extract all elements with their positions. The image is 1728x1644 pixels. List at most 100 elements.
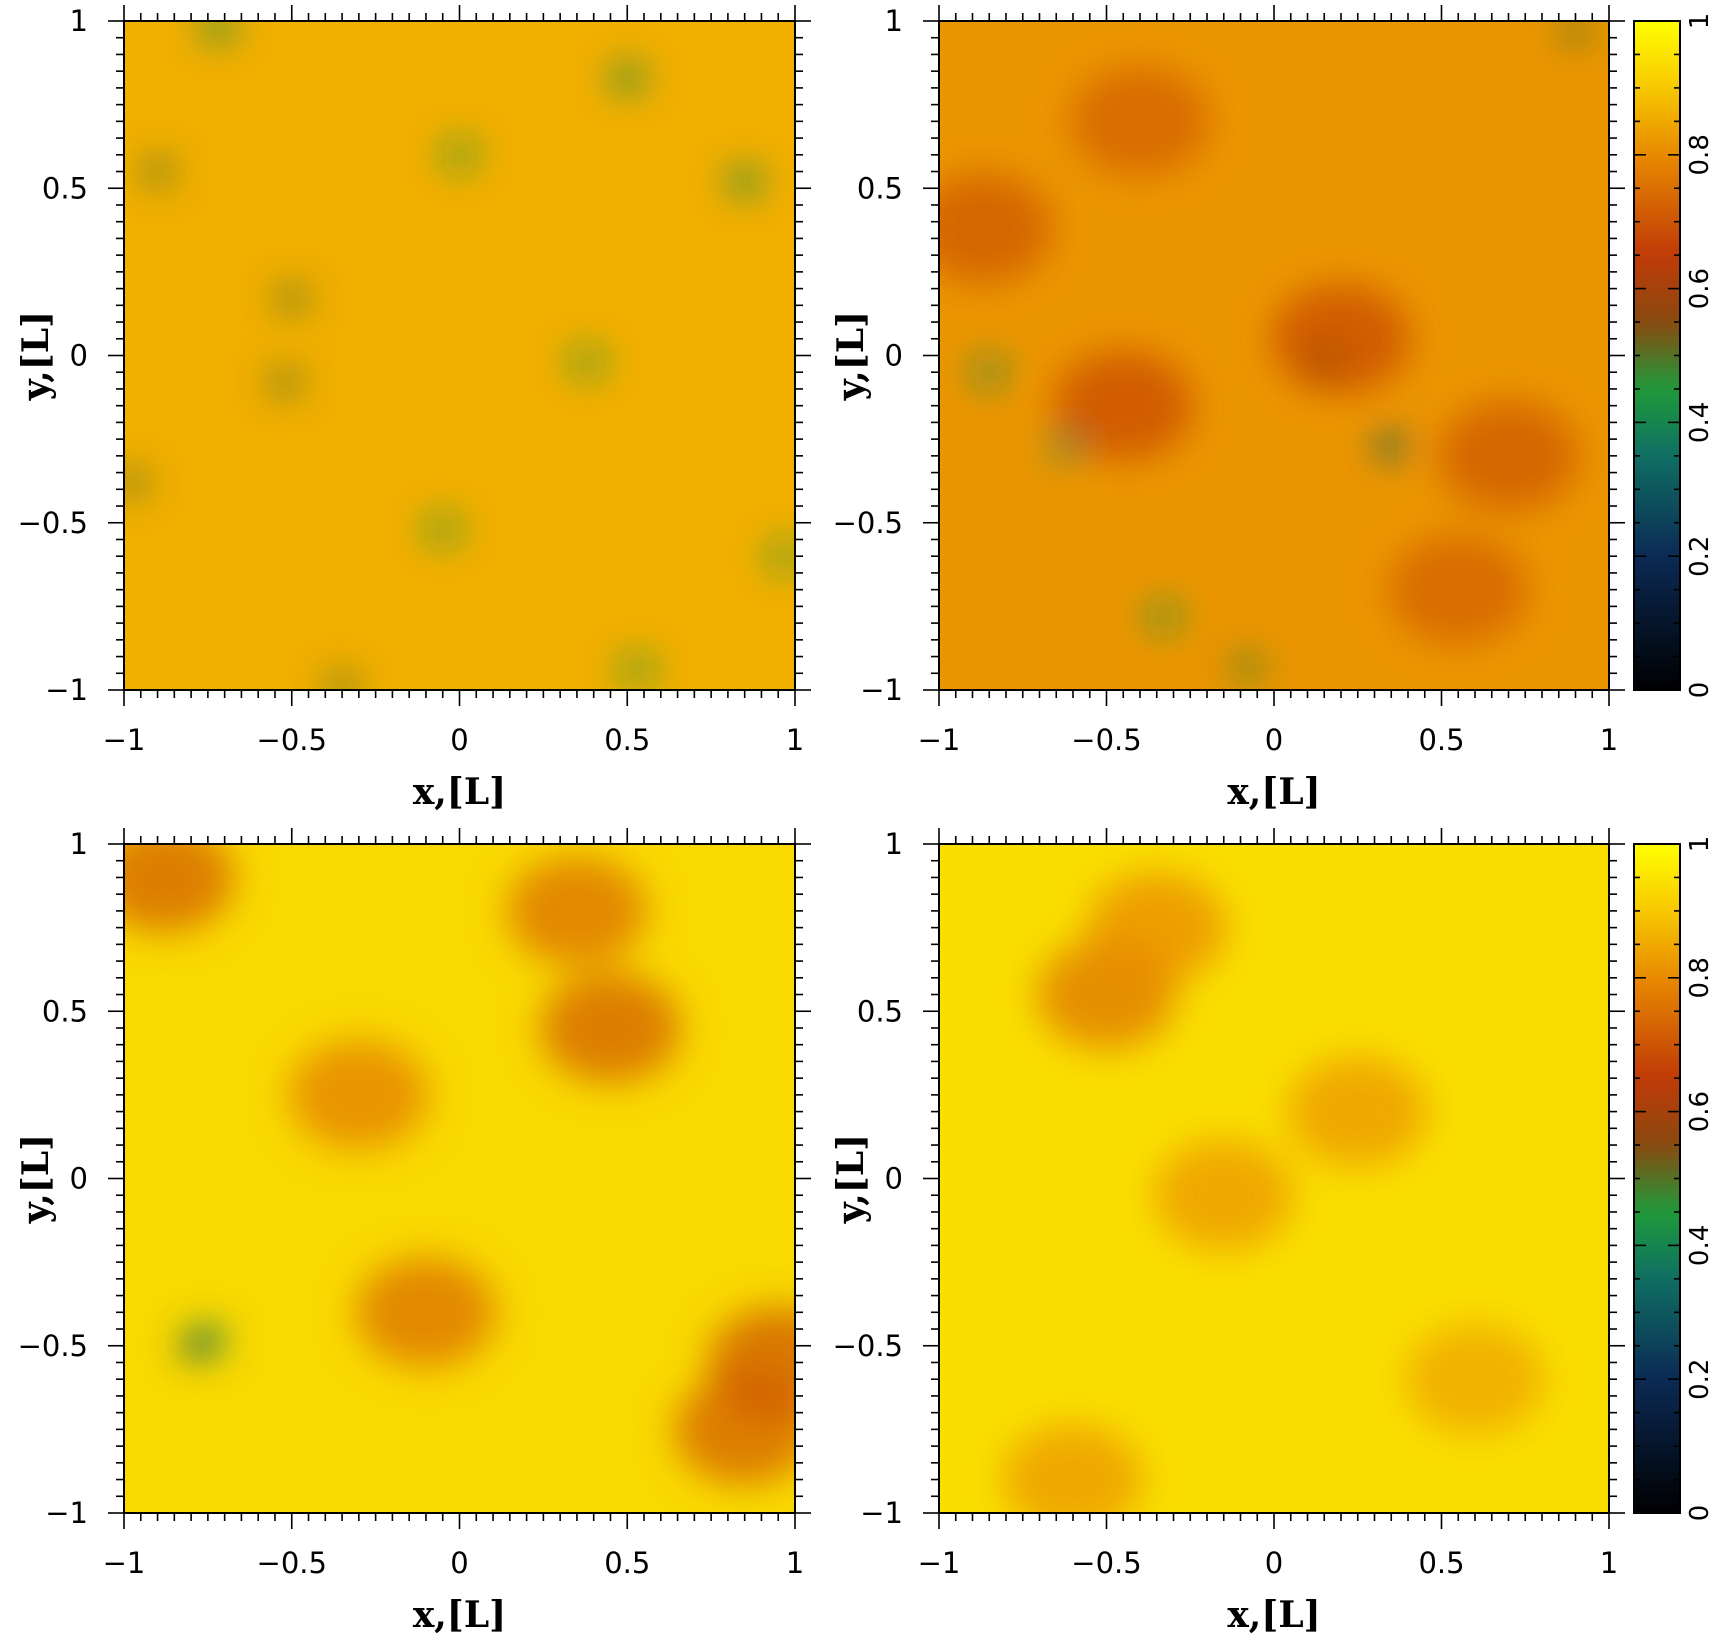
panel-top-left: −1 −1 −0.5 −0.5 0 0 0.5 0.5 1 1 x,[L] y,[L] xyxy=(15,4,811,813)
x-tick-label: 0.5 xyxy=(1418,1546,1464,1580)
x-tick-label: −1 xyxy=(918,723,961,757)
heatmap-feature-11 xyxy=(621,657,654,682)
bottom-colorbar: 0 0.2 0.4 0.6 0.8 1 xyxy=(1633,836,1715,1522)
panel-top-right: −1 −1 −0.5 −0.5 0 0 0.5 0.5 1 1 x,[L] y,[L] xyxy=(830,4,1625,813)
x-tick-label: 0.5 xyxy=(604,723,650,757)
heatmap-feature-0 xyxy=(201,21,234,40)
heatmap-feature-10 xyxy=(1231,654,1264,679)
colorbar-tick-label: 0 xyxy=(1685,1505,1715,1522)
heatmap-feature-1 xyxy=(1086,872,1227,983)
heatmap-feature-12 xyxy=(1308,350,1341,375)
heatmap-feature-2 xyxy=(1271,283,1411,394)
heatmap-feature-0 xyxy=(939,173,1053,284)
x-tick-label: 0 xyxy=(450,1546,468,1580)
x-tick-label: −0.5 xyxy=(257,1546,327,1580)
x-axis-label: x,[L] xyxy=(413,1594,506,1636)
colorbar-tick-label: 0.6 xyxy=(1685,268,1715,309)
heatmap-feature-7 xyxy=(506,855,647,966)
colorbar-tick-label: 0.2 xyxy=(1685,536,1715,577)
y-axis-label: y,[L] xyxy=(15,311,57,401)
heatmap-feature-8 xyxy=(1375,433,1408,458)
x-tick-label: 1 xyxy=(1600,1546,1618,1580)
x-tick-label: −0.5 xyxy=(1071,723,1141,757)
heatmap-field xyxy=(939,844,1609,1513)
heatmap-feature-1 xyxy=(1053,350,1194,461)
x-tick-label: 1 xyxy=(786,1546,804,1580)
y-tick-label: 0 xyxy=(885,1162,903,1196)
x-tick-label: −0.5 xyxy=(257,723,327,757)
heatmap-feature-4 xyxy=(1405,1324,1545,1435)
heatmap-field xyxy=(939,21,1609,690)
y-tick-label: −1 xyxy=(860,673,903,707)
y-tick-label: 0.5 xyxy=(857,171,903,205)
heatmap-feature-3 xyxy=(443,142,476,167)
y-tick-label: −0.5 xyxy=(833,1329,903,1363)
heatmap-feature-4 xyxy=(1070,66,1210,177)
y-tick-label: −0.5 xyxy=(833,506,903,540)
panel-bottom-left: −1 −1 −0.5 −0.5 0 0 0.5 0.5 1 1 x,[L] y,[L] xyxy=(15,827,811,1636)
heatmap-feature-5 xyxy=(275,286,308,311)
heatmap-field xyxy=(124,21,795,690)
x-tick-label: 1 xyxy=(1600,723,1618,757)
heatmap-feature-3 xyxy=(1438,400,1579,511)
heatmap-background xyxy=(124,21,795,690)
heatmap-feature-6 xyxy=(973,360,1006,385)
x-tick-label: 0 xyxy=(1265,1546,1283,1580)
y-tick-label: 0 xyxy=(70,1162,88,1196)
y-tick-label: 0.5 xyxy=(42,994,88,1028)
y-tick-label: −0.5 xyxy=(18,506,88,540)
y-tick-label: −1 xyxy=(860,1496,903,1530)
heatmap-feature-9 xyxy=(1147,604,1180,629)
y-axis-label: y,[L] xyxy=(15,1134,57,1224)
heatmap-feature-5 xyxy=(1388,534,1529,645)
x-tick-label: −1 xyxy=(103,1546,146,1580)
heatmap-feature-3 xyxy=(540,972,681,1083)
y-tick-label: 1 xyxy=(70,827,88,861)
colorbar-tick-label: 0.6 xyxy=(1685,1091,1715,1132)
y-tick-label: −1 xyxy=(45,673,88,707)
heatmap-feature-8 xyxy=(288,1039,429,1150)
heatmap-feature-2 xyxy=(141,159,174,184)
heatmap-feature-4 xyxy=(728,169,761,194)
heatmap-feature-9 xyxy=(426,517,459,542)
heatmap-feature-11 xyxy=(1559,21,1592,44)
colorbar-gradient xyxy=(1633,20,1681,691)
y-axis-label: y,[L] xyxy=(830,1134,872,1224)
colorbar-tick-label: 0.8 xyxy=(1685,134,1715,175)
y-tick-label: 1 xyxy=(885,827,903,861)
colorbar-tick-label: 0.4 xyxy=(1685,1225,1715,1266)
colorbar-tick-label: 0.8 xyxy=(1685,957,1715,998)
y-tick-label: −1 xyxy=(45,1496,88,1530)
heatmap-feature-5 xyxy=(1153,1140,1294,1251)
heatmap-feature-10 xyxy=(768,544,795,569)
colorbar-tick-label: 1 xyxy=(1685,13,1715,30)
heatmap-feature-3 xyxy=(1003,1424,1143,1513)
x-tick-label: −1 xyxy=(103,723,146,757)
heatmap-feature-6 xyxy=(355,1257,496,1368)
x-tick-label: 0.5 xyxy=(604,1546,650,1580)
heatmap-feature-2 xyxy=(124,844,235,933)
y-tick-label: 1 xyxy=(70,4,88,38)
colorbar-tick-label: 0.2 xyxy=(1685,1359,1715,1400)
panel-bottom-right: −1 −1 −0.5 −0.5 0 0 0.5 0.5 1 1 x,[L] y,[L] xyxy=(830,827,1625,1636)
x-axis-label: x,[L] xyxy=(1227,1594,1320,1636)
x-tick-label: −1 xyxy=(918,1546,961,1580)
colorbar-tick-label: 0.4 xyxy=(1685,402,1715,443)
x-axis-label: x,[L] xyxy=(1227,771,1320,813)
y-tick-label: 0 xyxy=(885,339,903,373)
x-tick-label: 1 xyxy=(786,723,804,757)
heatmap-feature-1 xyxy=(611,65,644,90)
colorbar-gradient xyxy=(1633,843,1681,1514)
x-tick-label: 0 xyxy=(450,723,468,757)
heatmap-feature-2 xyxy=(1287,1056,1428,1167)
y-tick-label: 0.5 xyxy=(42,171,88,205)
x-tick-label: 0 xyxy=(1265,723,1283,757)
x-tick-label: 0.5 xyxy=(1418,723,1464,757)
top-colorbar: 0 0.2 0.4 0.6 0.8 1 xyxy=(1633,13,1715,698)
heatmap-field xyxy=(124,844,795,1513)
x-axis-label: x,[L] xyxy=(413,771,506,813)
heatmap-feature-7 xyxy=(570,350,603,375)
x-tick-label: −0.5 xyxy=(1071,1546,1141,1580)
y-tick-label: −0.5 xyxy=(18,1329,88,1363)
